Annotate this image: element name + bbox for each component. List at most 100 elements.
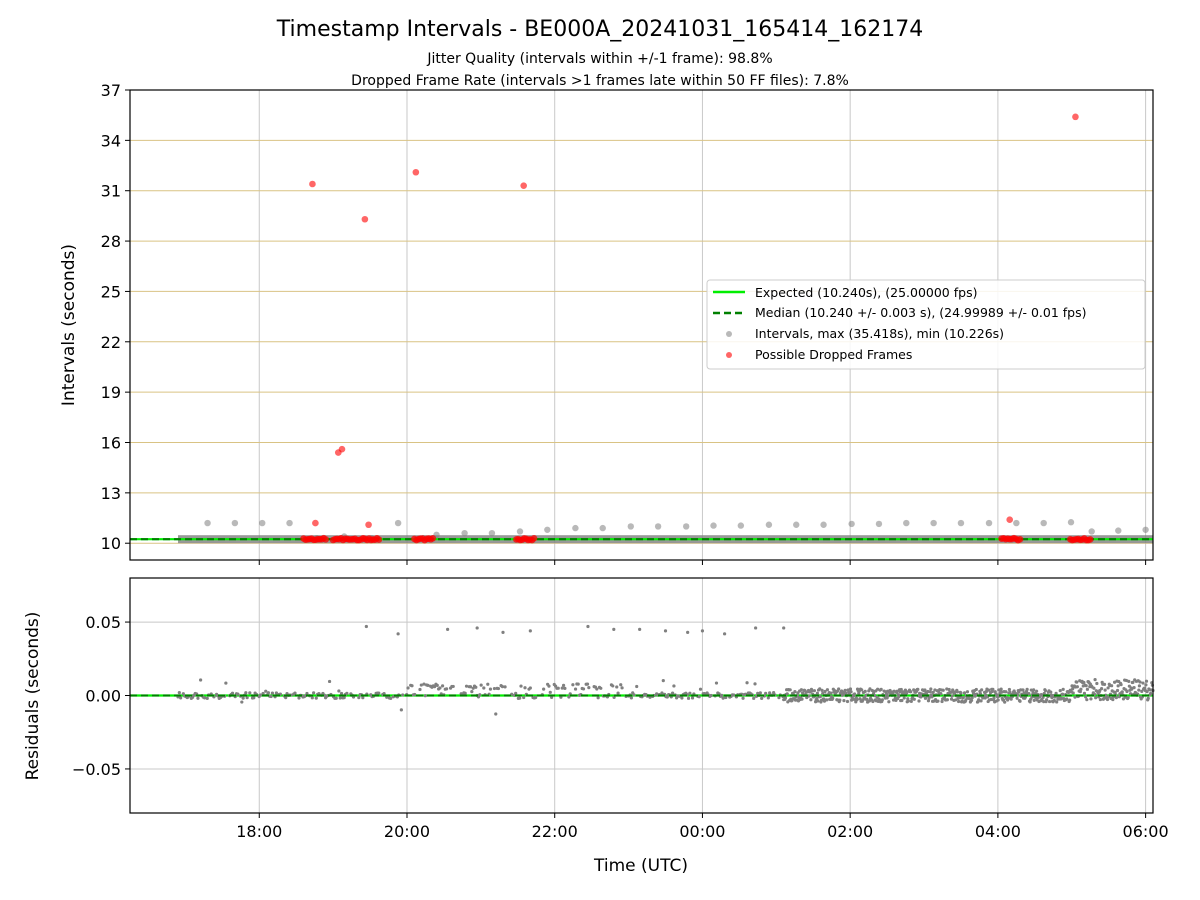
residual-point <box>196 696 200 700</box>
residual-point <box>831 696 835 700</box>
interval-point <box>903 519 910 527</box>
residual-point <box>576 682 580 686</box>
residual-point <box>820 688 824 693</box>
residual-point <box>1127 679 1131 683</box>
residual-point <box>1102 682 1107 686</box>
residual-point <box>661 679 665 683</box>
residual-point <box>760 696 764 700</box>
residual-outlier-point <box>501 630 505 634</box>
residual-point <box>863 689 867 693</box>
residual-point <box>1105 697 1110 702</box>
residual-point <box>205 696 209 700</box>
residual-point <box>1106 686 1110 690</box>
residual-point <box>236 692 240 696</box>
residual-point <box>939 691 943 696</box>
residual-point <box>904 691 909 696</box>
residual-point <box>955 690 960 694</box>
interval-point <box>710 522 717 529</box>
residual-point <box>983 696 987 700</box>
residual-point <box>571 683 575 687</box>
residual-point <box>1084 684 1088 688</box>
residual-point <box>1125 689 1129 694</box>
residual-point <box>818 695 822 699</box>
residual-point <box>1060 692 1065 696</box>
residual-point <box>492 686 497 691</box>
dropped-frame-point <box>312 519 319 527</box>
residual-point <box>357 696 361 700</box>
residual-point <box>852 692 857 696</box>
residual-point <box>269 694 273 699</box>
residual-point <box>1149 691 1153 696</box>
interval-point <box>1142 526 1149 533</box>
residual-point <box>1068 698 1072 702</box>
residual-point <box>721 696 725 700</box>
residual-point <box>1015 696 1019 700</box>
dropped-frame-point <box>1086 536 1094 543</box>
residual-point <box>1094 696 1098 700</box>
interval-point <box>848 520 855 528</box>
residual-point <box>464 684 469 688</box>
residual-point <box>974 687 978 692</box>
dropped-frame-point <box>338 445 346 453</box>
residual-point <box>844 691 848 695</box>
top-y-tick-label: 19 <box>101 383 121 402</box>
residual-point <box>261 691 265 696</box>
residual-point <box>581 687 586 691</box>
residual-point <box>611 684 615 688</box>
residual-point <box>680 696 684 700</box>
residual-point <box>688 691 692 695</box>
residual-point <box>258 693 263 697</box>
residual-point <box>563 686 567 690</box>
legend-median-label: Median (10.240 +/- 0.003 s), (24.99989 +… <box>755 305 1086 320</box>
residual-point <box>389 696 393 701</box>
residual-point <box>334 696 338 700</box>
residual-point <box>1027 691 1031 696</box>
residual-point <box>1073 695 1077 699</box>
residual-point <box>887 700 891 704</box>
residual-point <box>899 687 903 692</box>
top-axes-frame <box>129 89 1154 561</box>
interval-point <box>572 524 579 532</box>
residual-point <box>855 698 859 702</box>
residual-point <box>879 687 883 691</box>
residual-point <box>199 678 203 682</box>
residual-point <box>629 696 633 700</box>
residual-point <box>361 696 365 700</box>
residual-point <box>410 684 414 688</box>
residual-point <box>635 684 639 689</box>
residual-point <box>478 693 482 697</box>
residual-point <box>252 696 256 700</box>
residual-point <box>758 691 762 695</box>
residual-point <box>468 685 473 689</box>
bottom-y-tick-label: −0.05 <box>72 760 121 779</box>
legend-dropped-label: Possible Dropped Frames <box>755 347 912 362</box>
residual-point <box>851 697 855 701</box>
residual-point <box>1061 687 1065 691</box>
residual-point <box>542 687 546 691</box>
residual-point <box>822 699 827 703</box>
residual-point <box>810 689 814 693</box>
residual-point <box>500 685 505 689</box>
residual-point <box>1137 684 1142 688</box>
residual-point <box>838 698 842 702</box>
dropped-frame-point <box>375 536 383 543</box>
residual-point <box>956 699 961 704</box>
residual-outlier-point <box>396 632 400 636</box>
residual-point <box>912 697 916 701</box>
residual-point <box>616 691 620 695</box>
residual-point <box>954 698 958 702</box>
residual-point <box>482 686 486 690</box>
top-y-tick-label: 22 <box>101 333 121 352</box>
residual-point <box>793 690 797 694</box>
residual-point <box>923 696 928 700</box>
residual-point <box>248 691 252 695</box>
residual-point <box>1075 685 1079 689</box>
legend-intervals-label: Intervals, max (35.418s), min (10.226s) <box>755 326 1004 341</box>
residual-point <box>1084 695 1088 699</box>
residual-point <box>752 696 756 700</box>
residual-point <box>714 681 719 685</box>
residual-point <box>486 682 490 686</box>
residual-point <box>843 688 847 693</box>
residual-point <box>1145 689 1149 694</box>
interval-point <box>627 523 634 530</box>
